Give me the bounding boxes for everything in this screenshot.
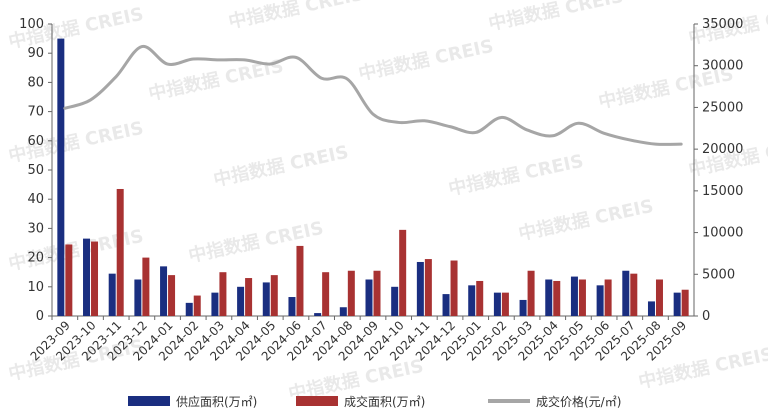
- supply-bar: [545, 279, 553, 316]
- supply-bar: [391, 286, 399, 316]
- deal-bar: [91, 241, 99, 316]
- price-line-layer: [63, 45, 683, 146]
- supply-bar: [570, 276, 578, 316]
- supply-bar: [673, 292, 681, 316]
- y-left-tick-label: 90: [27, 46, 44, 61]
- supply-bar: [83, 238, 91, 316]
- y-left-tick-label: 40: [27, 192, 44, 207]
- bars: [57, 38, 689, 316]
- y-left-tick-label: 0: [36, 309, 44, 324]
- supply-bar: [314, 313, 322, 316]
- y-left-tick-label: 80: [27, 75, 44, 90]
- y-right-tick-label: 0: [702, 309, 710, 324]
- y-left-ticks: 0 10 20 30 40 50 60 70 80 90 100: [19, 17, 52, 324]
- supply-bar: [160, 266, 168, 316]
- y-right-tick-label: 35000: [702, 17, 743, 32]
- supply-bar: [262, 282, 270, 316]
- y-left-tick-label: 50: [27, 163, 44, 178]
- deal-bar: [630, 273, 638, 316]
- watermark-text: 中指数据 CREIS: [446, 150, 585, 200]
- deal-bar: [168, 275, 176, 316]
- deal-bar: [219, 272, 227, 316]
- supply-bar: [288, 297, 296, 316]
- watermark-text: 中指数据 CREIS: [226, 0, 365, 33]
- deal-bar: [501, 292, 509, 316]
- deal-bar: [399, 229, 407, 316]
- y-right-ticks: 0 5000 10000 15000 20000 25000 30000 35000: [694, 17, 743, 324]
- supply-bar: [622, 270, 630, 316]
- supply-bar: [108, 273, 116, 316]
- legend-price-label: 成交价格(元/㎡): [536, 394, 621, 409]
- deal-bar: [142, 257, 150, 316]
- y-left-tick-label: 70: [27, 105, 44, 120]
- watermark-text: 中指数据 CREIS: [211, 141, 350, 191]
- watermark-text: 中指数据 CREIS: [516, 195, 655, 245]
- supply-bar: [211, 292, 219, 316]
- watermark-text: 中指数据 CREIS: [356, 35, 495, 85]
- legend: 供应面积(万㎡) 成交面积(万㎡) 成交价格(元/㎡): [128, 394, 621, 409]
- deal-bar: [476, 280, 484, 316]
- legend-deal-swatch: [296, 396, 338, 406]
- deal-bar: [347, 270, 355, 316]
- deal-bar: [270, 275, 278, 316]
- watermark-text: 中指数据 CREIS: [186, 217, 325, 267]
- deal-bar: [527, 270, 535, 316]
- supply-bar: [596, 285, 604, 316]
- supply-bar: [416, 261, 424, 316]
- supply-bar: [442, 294, 450, 316]
- legend-supply-swatch: [128, 396, 170, 406]
- y-left-tick-label: 10: [27, 280, 44, 295]
- deal-bar: [322, 272, 330, 316]
- deal-bar: [65, 244, 73, 316]
- price-line: [63, 45, 683, 146]
- y-left-tick-label: 30: [27, 221, 44, 236]
- deal-bar: [245, 278, 253, 316]
- deal-bar: [553, 280, 561, 316]
- supply-bar: [57, 38, 65, 316]
- y-right-tick-label: 15000: [702, 184, 743, 199]
- y-left-tick-label: 60: [27, 134, 44, 149]
- deal-bar: [578, 279, 586, 316]
- supply-bar: [647, 301, 655, 316]
- y-right-tick-label: 10000: [702, 226, 743, 241]
- supply-bar: [339, 307, 347, 316]
- y-right-tick-label: 5000: [702, 267, 735, 282]
- supply-bar: [493, 292, 501, 316]
- supply-bar: [365, 279, 373, 316]
- y-right-tick-label: 25000: [702, 100, 743, 115]
- supply-bar: [185, 302, 193, 316]
- deal-bar: [681, 289, 689, 316]
- deal-bar: [604, 279, 612, 316]
- deal-bar: [116, 188, 124, 316]
- y-right-tick-label: 20000: [702, 142, 743, 157]
- y-left-tick-label: 20: [27, 251, 44, 266]
- deal-bar: [296, 245, 304, 316]
- supply-bar: [468, 285, 476, 316]
- supply-bar: [134, 279, 142, 316]
- deal-bar: [193, 295, 201, 316]
- y-right-tick-label: 30000: [702, 59, 743, 74]
- supply-bar: [237, 286, 245, 316]
- deal-bar: [424, 259, 432, 316]
- deal-bar: [450, 260, 458, 316]
- legend-supply-label: 供应面积(万㎡): [176, 394, 257, 409]
- y-left-tick-label: 100: [19, 17, 44, 32]
- supply-bar: [519, 299, 527, 316]
- legend-deal-label: 成交面积(万㎡): [344, 394, 425, 409]
- deal-bar: [373, 270, 381, 316]
- deal-bar: [655, 279, 663, 316]
- watermark-text: 中指数据 CREIS: [486, 0, 625, 35]
